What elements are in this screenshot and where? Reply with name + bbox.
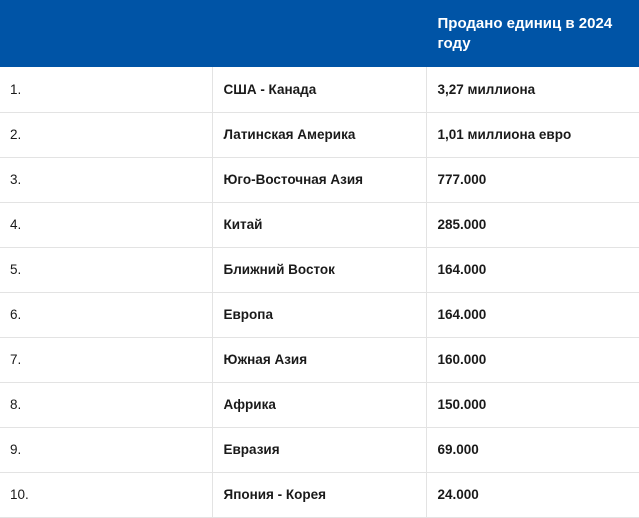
table-row: 3. Юго-Восточная Азия 777.000	[0, 157, 639, 203]
header-cell-units: Продано единиц в 2024 году	[437, 15, 613, 52]
units-cell: 3,27 миллиона	[426, 67, 639, 113]
rank-cell: 9.	[0, 427, 213, 473]
rank-cell: 10.	[0, 472, 213, 518]
header-row: Продано единиц в 2024 году	[0, 0, 639, 67]
region-cell: Европа	[212, 292, 427, 338]
region-cell: Евразия	[212, 427, 427, 473]
rank-cell: 2.	[0, 112, 213, 158]
table-header: Продано единиц в 2024 году	[0, 0, 639, 67]
table-body: 1. США - Канада 3,27 миллиона 2. Латинск…	[0, 67, 639, 518]
region-cell: Ближний Восток	[212, 247, 427, 293]
units-cell: 777.000	[426, 157, 639, 203]
units-cell: 164.000	[426, 292, 639, 338]
region-cell: Япония - Корея	[212, 472, 427, 518]
units-cell: 69.000	[426, 427, 639, 473]
table-row: 9. Евразия 69.000	[0, 427, 639, 473]
table-row: 10. Япония - Корея 24.000	[0, 472, 639, 518]
header-cell-region	[212, 0, 427, 67]
region-cell: США - Канада	[212, 67, 427, 113]
region-cell: Юго-Восточная Азия	[212, 157, 427, 203]
table-row: 1. США - Канада 3,27 миллиона	[0, 67, 639, 113]
rank-cell: 8.	[0, 382, 213, 428]
region-cell: Латинская Америка	[212, 112, 427, 158]
table-row: 5. Ближний Восток 164.000	[0, 247, 639, 293]
region-cell: Африка	[212, 382, 427, 428]
units-cell: 160.000	[426, 337, 639, 383]
table-row: 2. Латинская Америка 1,01 миллиона евро	[0, 112, 639, 158]
header-cell-rank	[0, 0, 213, 67]
rank-cell: 4.	[0, 202, 213, 248]
table-row: 6. Европа 164.000	[0, 292, 639, 338]
units-cell: 285.000	[426, 202, 639, 248]
rank-cell: 3.	[0, 157, 213, 203]
rank-cell: 6.	[0, 292, 213, 338]
units-cell: 24.000	[426, 472, 639, 518]
rank-cell: 7.	[0, 337, 213, 383]
table-row: 8. Африка 150.000	[0, 382, 639, 428]
region-cell: Южная Азия	[212, 337, 427, 383]
region-cell: Китай	[212, 202, 427, 248]
rank-cell: 1.	[0, 67, 213, 113]
table-row: 7. Южная Азия 160.000	[0, 337, 639, 383]
units-cell: 150.000	[426, 382, 639, 428]
rank-cell: 5.	[0, 247, 213, 293]
table-row: 4. Китай 285.000	[0, 202, 639, 248]
units-cell: 1,01 миллиона евро	[426, 112, 639, 158]
units-cell: 164.000	[426, 247, 639, 293]
